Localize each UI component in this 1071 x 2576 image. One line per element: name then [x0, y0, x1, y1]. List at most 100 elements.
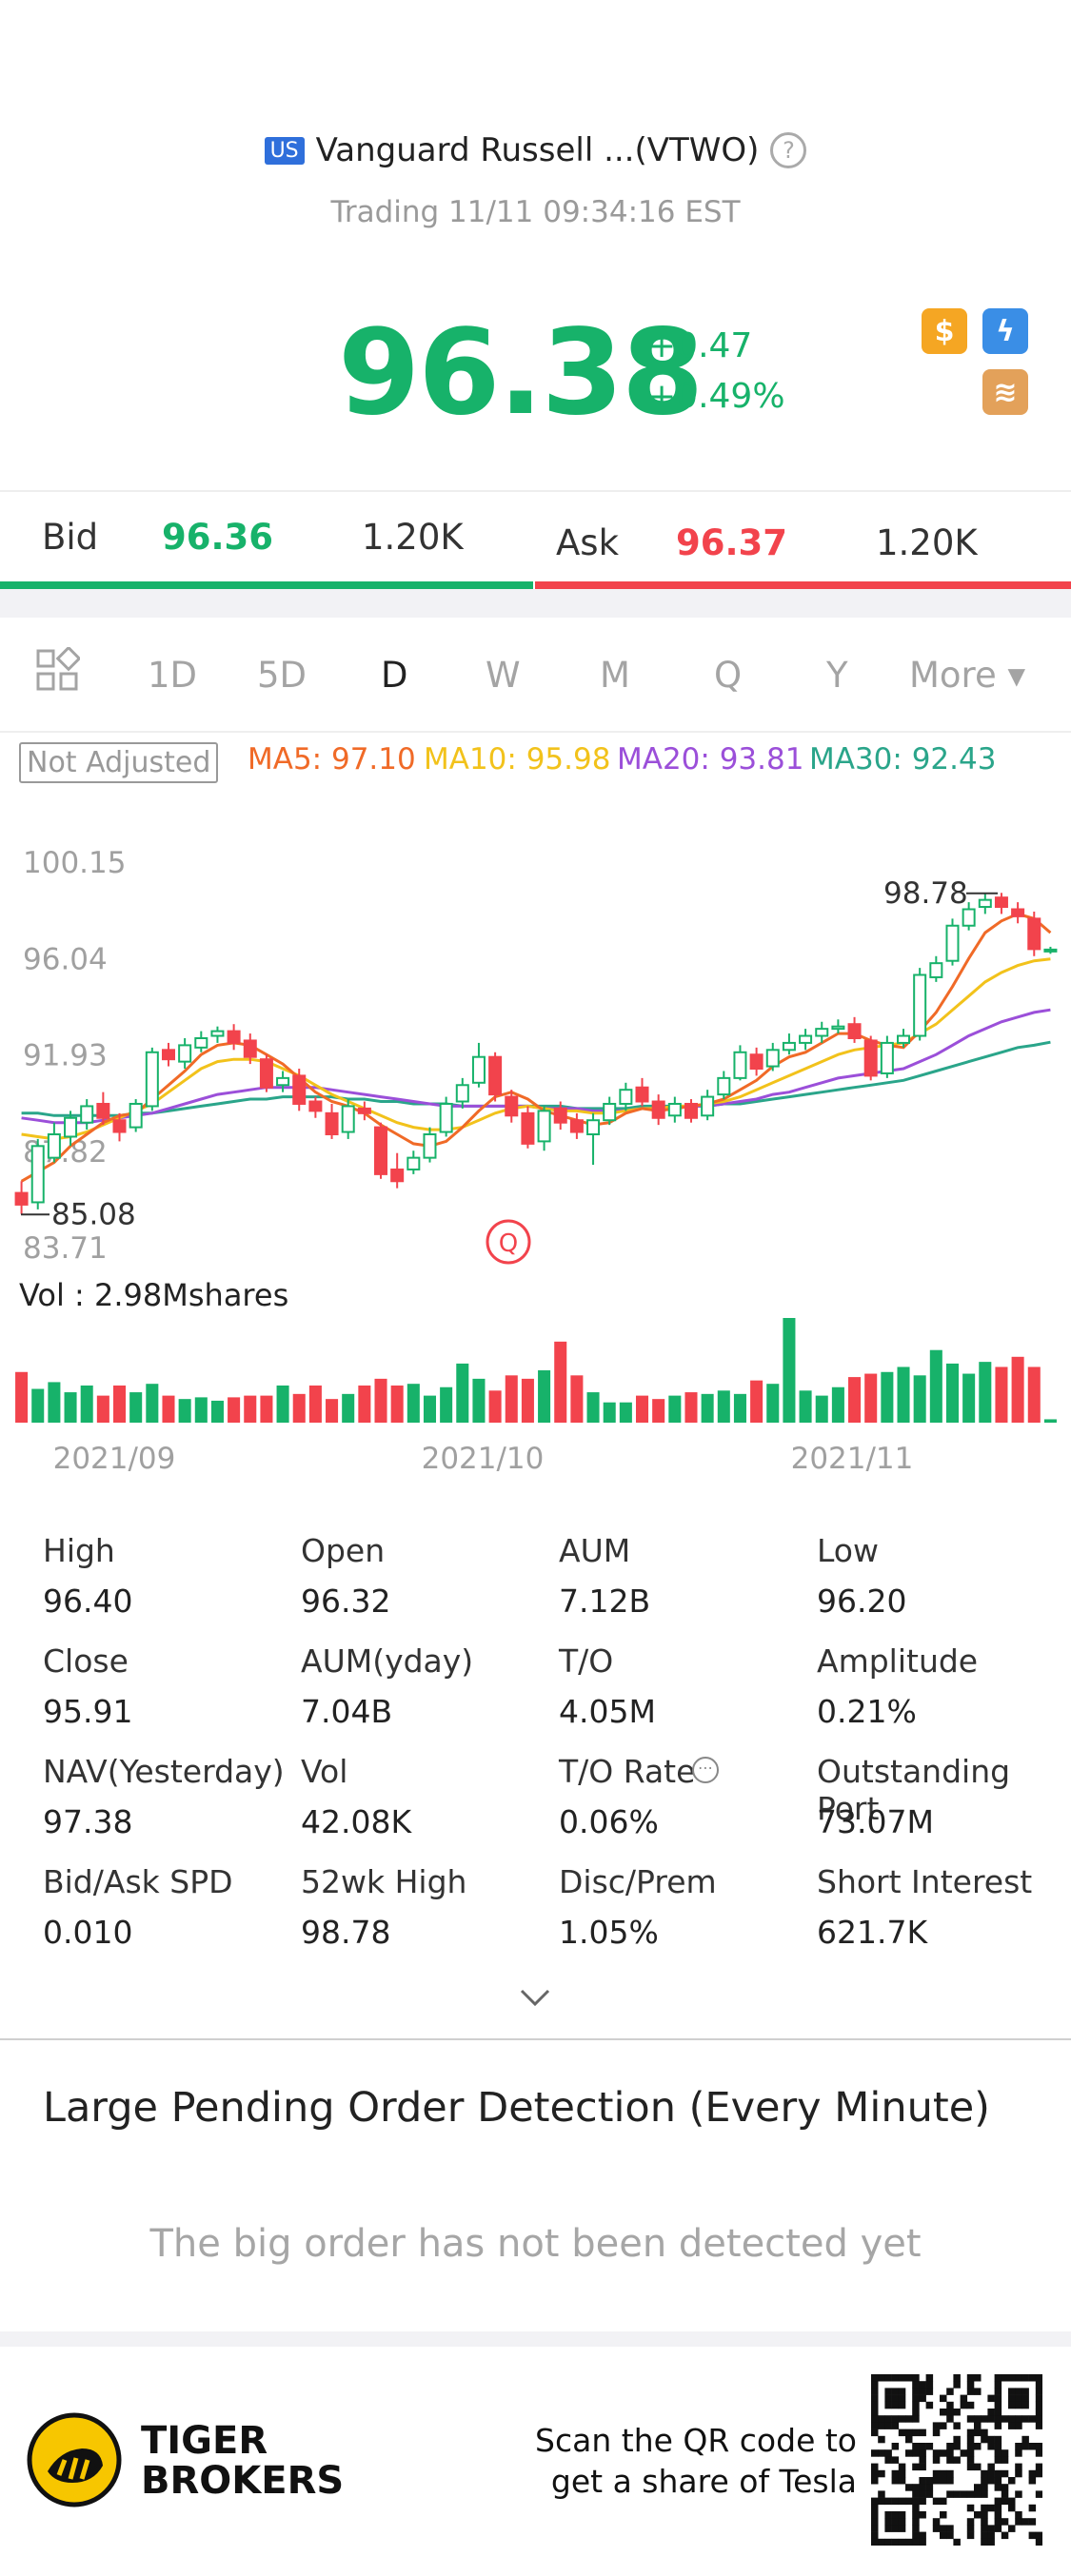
qr-module: [994, 2504, 1002, 2512]
candle-body: [765, 1049, 780, 1068]
security-title[interactable]: Vanguard Russell ...(VTWO): [315, 131, 760, 169]
qr-module: [974, 2388, 982, 2395]
qr-module: [1028, 2504, 1037, 2512]
qr-module: [987, 2415, 995, 2423]
qr-module: [953, 2456, 961, 2464]
tab-more[interactable]: More ▾: [909, 655, 1026, 696]
candle-body: [831, 1025, 845, 1031]
volume-bar: [129, 1392, 143, 1423]
qr-module: [1001, 2490, 1009, 2498]
volume-bar: [178, 1399, 191, 1423]
lightning-icon[interactable]: ϟ: [982, 308, 1028, 354]
info-icon[interactable]: ⋯: [692, 1757, 719, 1783]
volume-bar: [684, 1392, 698, 1423]
volume-bar: [440, 1386, 453, 1423]
qr-module: [1035, 2490, 1042, 2498]
stat-label: T/O Rate: [559, 1753, 696, 1790]
volume-bar: [423, 1395, 437, 1423]
tab-5d[interactable]: 5D: [257, 655, 307, 696]
layers-icon[interactable]: ≋: [982, 369, 1028, 415]
tab-1d[interactable]: 1D: [148, 655, 198, 696]
qr-module: [932, 2469, 941, 2478]
qr-module: [919, 2511, 926, 2519]
candle-body: [390, 1168, 405, 1183]
ask-bar: [535, 581, 1071, 589]
dollar-icon[interactable]: $: [922, 308, 967, 354]
layout-grid-icon[interactable]: [34, 645, 82, 701]
qr-module: [912, 2531, 920, 2540]
qr-module: [966, 2531, 975, 2540]
qr-module: [940, 2449, 947, 2457]
volume-bar: [326, 1399, 339, 1423]
qr-module: [994, 2409, 1002, 2416]
ma5-line: [20, 912, 1052, 1183]
candle-body: [178, 1044, 192, 1063]
volume-bar: [945, 1363, 960, 1423]
stat-label: NAV(Yesterday): [43, 1753, 285, 1790]
adjust-toggle[interactable]: Not Adjusted: [19, 742, 219, 783]
tab-m[interactable]: M: [600, 655, 630, 696]
qr-module: [1035, 2443, 1042, 2450]
low-marker-label: 85.08: [51, 1197, 136, 1231]
candle-body: [145, 1051, 159, 1108]
qr-module: [966, 2456, 975, 2464]
help-icon[interactable]: ?: [770, 132, 807, 168]
section-gap: [0, 2331, 1071, 2347]
ask-panel[interactable]: Ask 96.37 1.20K: [535, 492, 1071, 589]
qr-module: [994, 2469, 1002, 2478]
qr-module: [953, 2490, 961, 2498]
candle-body: [276, 1076, 290, 1087]
qr-module: [974, 2484, 982, 2491]
qr-module: [994, 2401, 1002, 2409]
candle-body: [1043, 948, 1058, 953]
tab-d[interactable]: D: [381, 655, 408, 696]
period-tabs: 1D 5D D W M Q Y More ▾: [0, 619, 1071, 733]
qr-module: [912, 2449, 920, 2457]
qr-module: [987, 2525, 995, 2532]
qr-module: [966, 2388, 975, 2395]
qr-module: [871, 2409, 879, 2416]
last-price: 96.38: [338, 305, 704, 442]
qr-module: [1008, 2401, 1016, 2409]
qr-module: [884, 2401, 892, 2409]
bid-panel[interactable]: Bid 96.36 1.20K: [0, 492, 533, 589]
tab-w[interactable]: W: [486, 655, 521, 696]
qr-module: [898, 2525, 906, 2532]
qr-module: [898, 2497, 906, 2506]
qr-module: [884, 2518, 892, 2526]
ma5-legend: MA5: 97.10: [248, 742, 416, 777]
stat-value: 97.38: [43, 1803, 133, 1840]
qr-module: [994, 2477, 1002, 2485]
candle-body: [880, 1041, 894, 1074]
qr-module: [1035, 2531, 1042, 2540]
qr-module: [946, 2449, 954, 2457]
qr-module: [912, 2511, 920, 2519]
volume-bar: [488, 1390, 502, 1423]
volume-bar: [799, 1390, 812, 1423]
qr-module: [891, 2422, 900, 2429]
stat-value: 621.7K: [817, 1914, 928, 1951]
stat-label: AUM(yday): [301, 1642, 474, 1680]
qr-module: [953, 2538, 961, 2546]
qr-module: [974, 2374, 982, 2382]
stat-value: 7.12B: [559, 1583, 651, 1620]
qr-module: [946, 2525, 954, 2532]
qr-module: [1015, 2401, 1022, 2409]
tab-y[interactable]: Y: [826, 655, 848, 696]
qr-module: [891, 2497, 900, 2506]
qr-module: [898, 2477, 906, 2485]
ask-price: 96.37: [676, 522, 788, 563]
tab-q[interactable]: Q: [714, 655, 743, 696]
volume-bar: [358, 1385, 371, 1423]
stat-value: 4.05M: [559, 1693, 656, 1730]
qr-module: [1015, 2422, 1022, 2429]
x-tick-label: 2021/10: [422, 1442, 545, 1476]
candle-body: [994, 896, 1008, 909]
divider: [0, 2038, 1071, 2040]
qr-module: [919, 2388, 926, 2395]
qr-module: [960, 2394, 968, 2403]
qr-module: [891, 2518, 900, 2526]
volume-bar: [652, 1399, 665, 1423]
qr-module: [974, 2490, 982, 2498]
